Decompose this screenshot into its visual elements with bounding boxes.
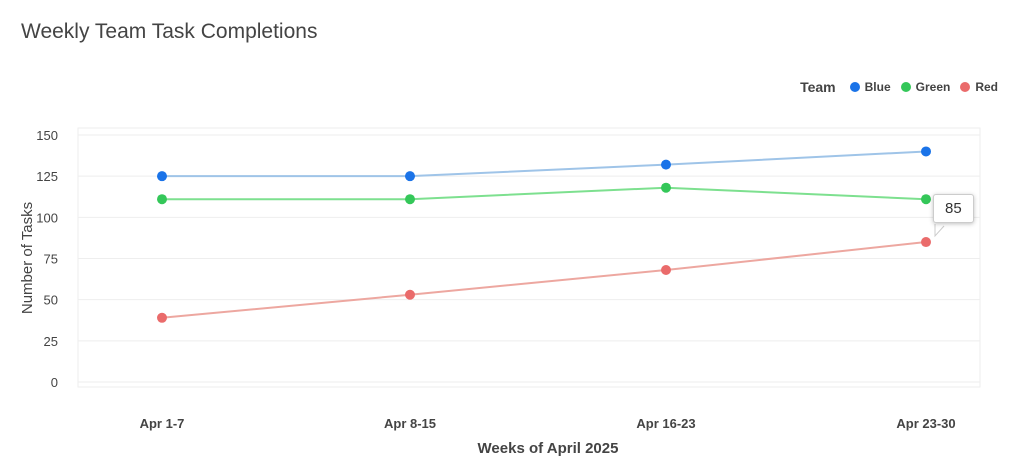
data-point-red [157, 312, 167, 323]
y-tick-label: 100 [36, 210, 58, 225]
legend-swatch-blue [849, 82, 860, 92]
x-tick-label: Apr 16-23 [636, 416, 695, 431]
data-point-red [405, 289, 415, 300]
series-line-red [161, 241, 927, 319]
y-axis-title: Number of Tasks [19, 202, 36, 314]
data-point-blue [405, 171, 415, 182]
chart-title: Weekly Team Task Completions [21, 20, 318, 43]
y-tick-label: 125 [36, 169, 58, 184]
data-point-green [405, 194, 415, 205]
data-tooltip: 85 [933, 194, 974, 223]
data-point-green [921, 194, 931, 205]
legend-label-red: Red [975, 80, 998, 94]
y-tick-label: 75 [44, 252, 58, 267]
legend-label-green: Green [915, 80, 951, 94]
data-point-red [661, 265, 671, 276]
y-tick-label: 0 [51, 375, 58, 390]
legend-item-red[interactable]: Red [960, 80, 998, 94]
tooltip-pointer [934, 224, 945, 238]
data-point-blue [157, 171, 167, 182]
legend: Team Blue Green Red [800, 79, 998, 95]
data-point-green [157, 194, 167, 205]
series-line-blue [162, 150, 927, 178]
legend-item-green[interactable]: Green [900, 80, 951, 94]
legend-title: Team [800, 79, 836, 95]
x-tick-label: Apr 8-15 [384, 416, 436, 431]
legend-label-blue: Blue [864, 80, 891, 94]
data-point-red [921, 237, 931, 248]
x-tick-label: Apr 23-30 [896, 416, 955, 431]
x-tick-label: Apr 1-7 [140, 416, 185, 431]
series-line-green [162, 186, 927, 201]
y-tick-label: 25 [44, 334, 58, 349]
data-point-green [661, 182, 671, 193]
y-tick-label: 150 [36, 128, 58, 143]
x-axis-title: Weeks of April 2025 [478, 440, 619, 457]
data-point-blue [921, 146, 931, 157]
data-point-blue [661, 159, 671, 170]
legend-item-blue[interactable]: Blue [849, 80, 891, 94]
plot-area [77, 127, 981, 388]
legend-swatch-green [900, 82, 911, 92]
y-tick-label: 50 [44, 293, 58, 308]
legend-swatch-red [960, 82, 971, 92]
